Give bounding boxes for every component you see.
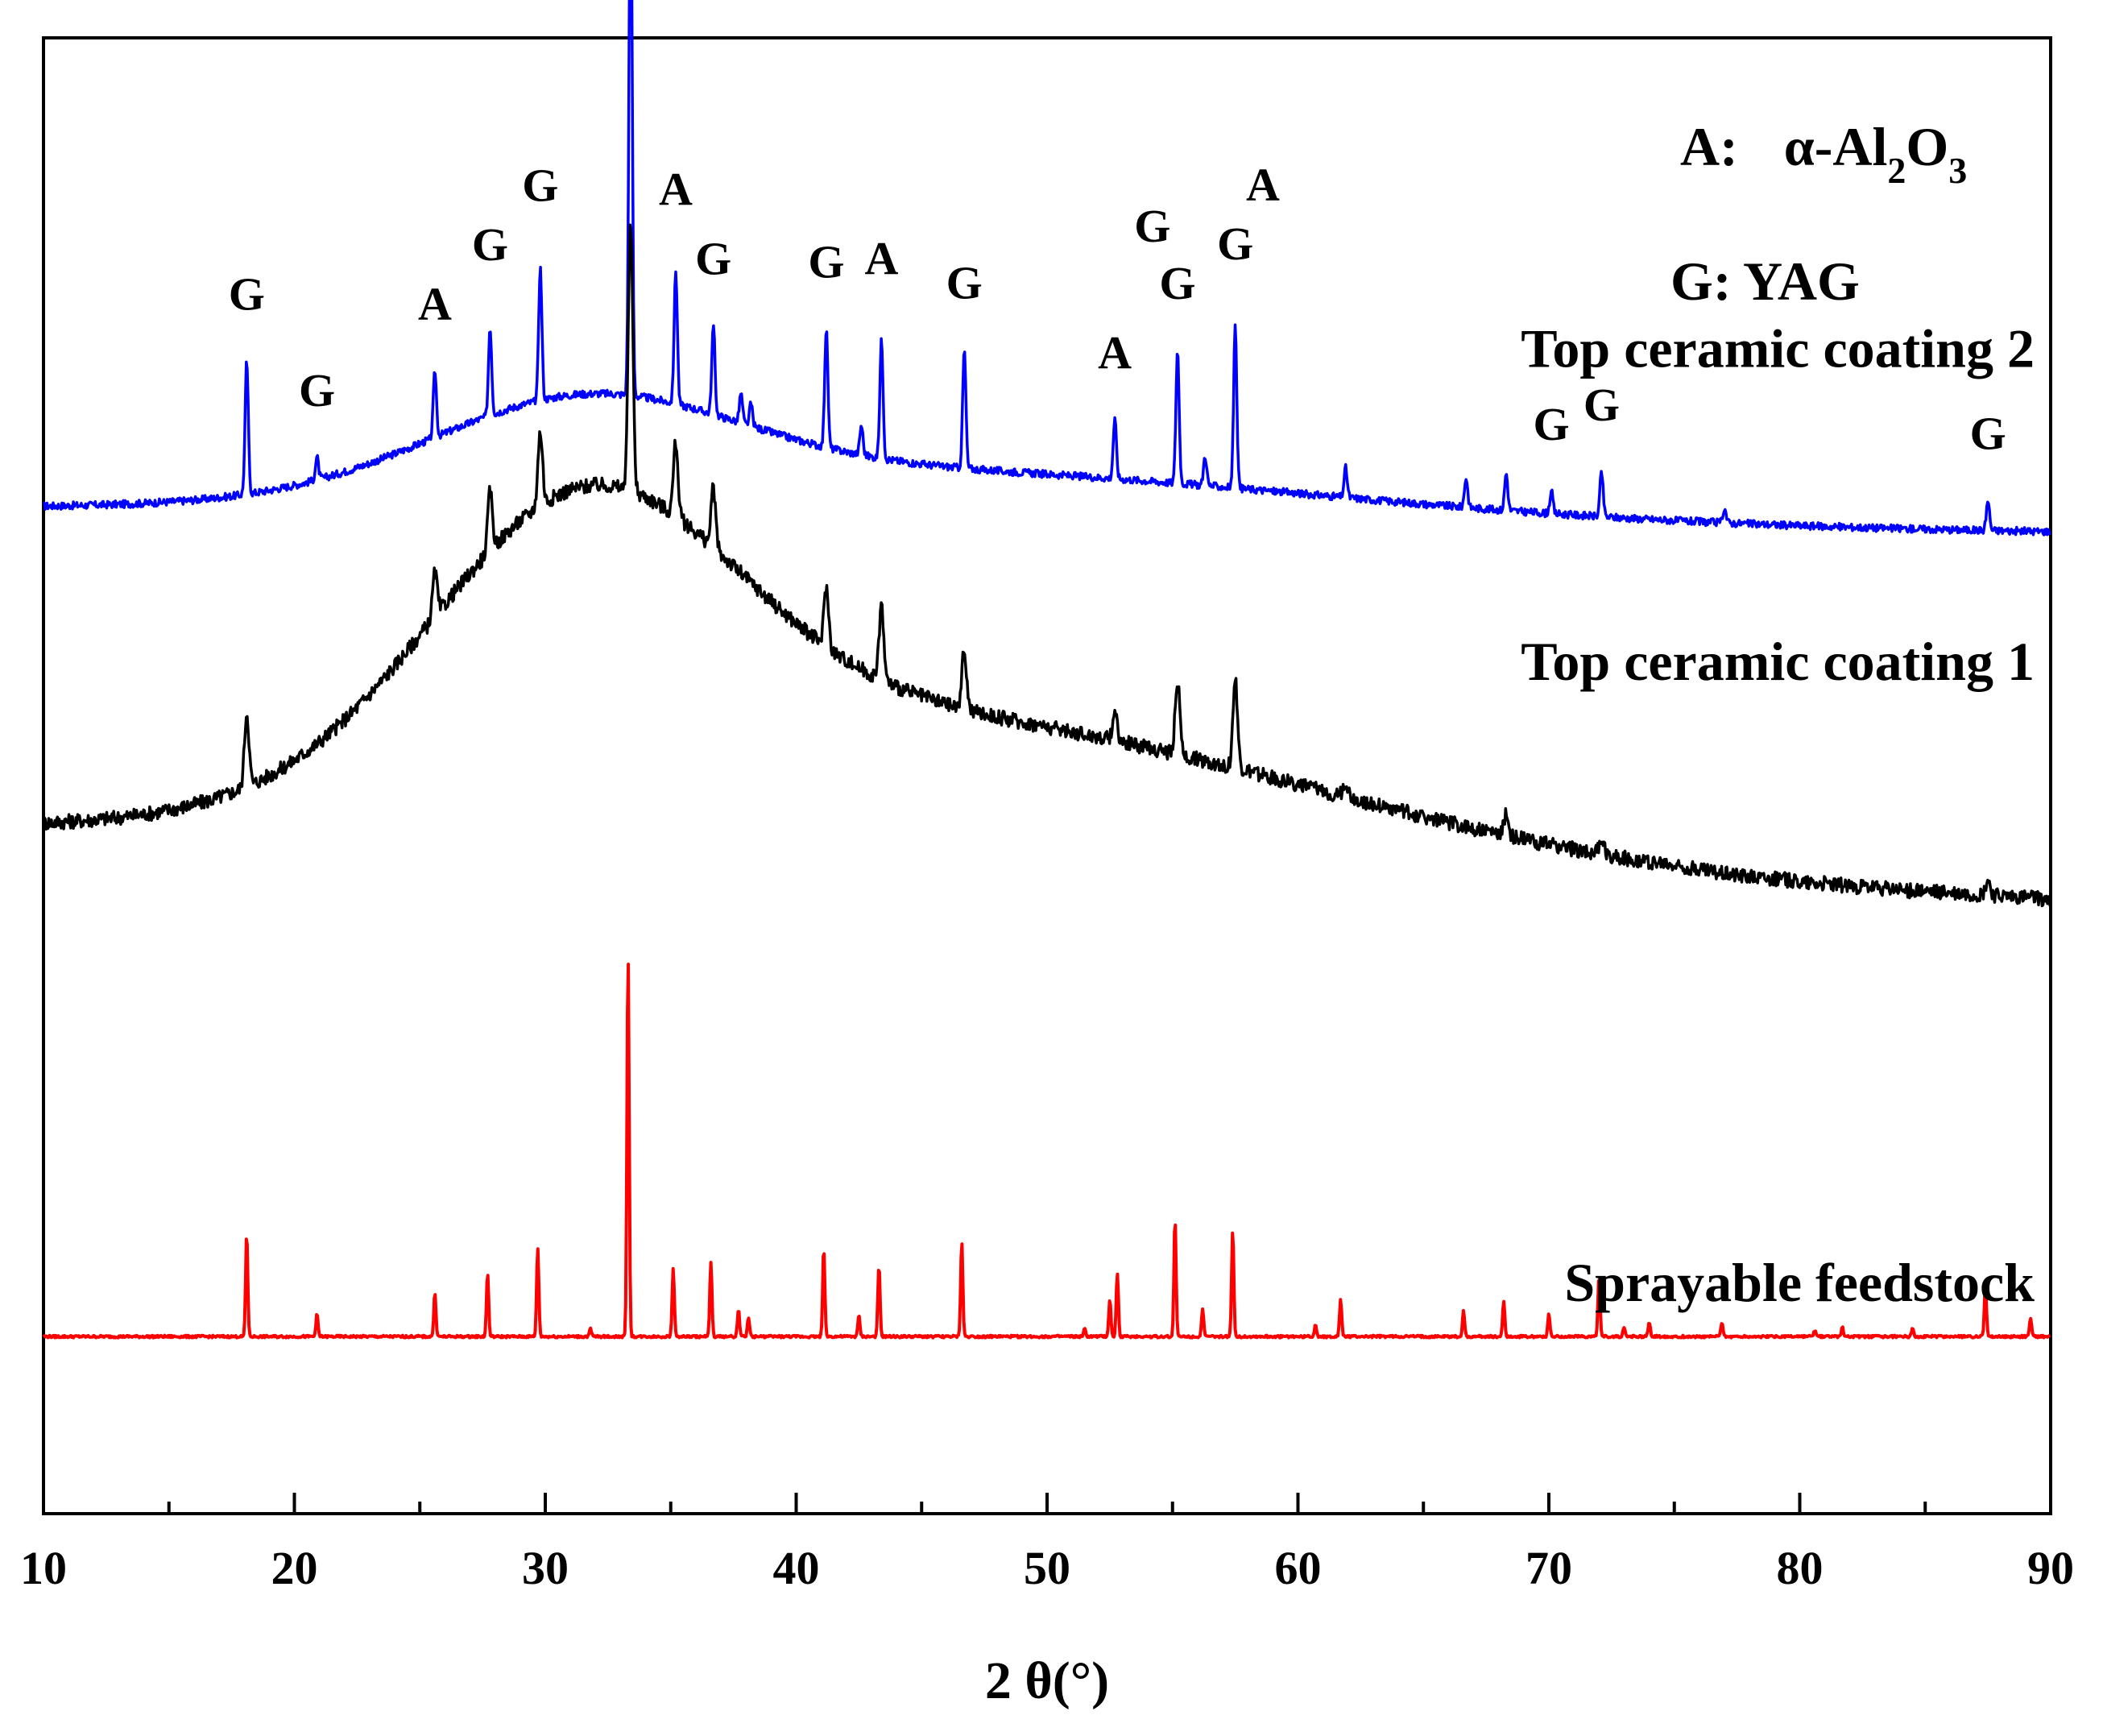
series-label-1: Top ceramic coating 2 — [1521, 318, 2035, 379]
peak-label-G-7: G — [695, 232, 731, 284]
peak-label-A-12: A — [864, 232, 898, 284]
peak-label-extra-1: A — [1246, 159, 1280, 211]
series-label-layer: Top ceramic coating 2 Top ceramic coating… — [1521, 318, 2035, 1314]
peak-label-extra-0: G — [1134, 200, 1170, 252]
peak-label-G-24: G — [1970, 408, 2006, 460]
peak-label-G-13: G — [946, 257, 983, 309]
legend-alumina-key: A: — [1680, 116, 1738, 177]
x-tick-label-50: 50 — [1024, 1542, 1070, 1594]
peak-label-G-17: G — [1217, 218, 1253, 270]
x-tick-label-60: 60 — [1275, 1542, 1322, 1594]
legend-alumina-formula-o: O — [1906, 116, 1948, 177]
x-tick-label-80: 80 — [1777, 1542, 1824, 1594]
legend-alumina-sub2: 3 — [1948, 150, 1967, 191]
series-line-3 — [42, 963, 2051, 1340]
x-axis: 10 20 30 40 50 60 70 80 90 — [20, 1493, 2074, 1594]
peak-label-G-21: G — [1534, 398, 1570, 450]
peak-label-layer: GGAGGGAGGAGAGGGGGGA — [229, 159, 2006, 460]
peak-label-G-0: G — [229, 267, 265, 320]
peak-label-G-4: G — [522, 160, 558, 212]
x-tick-label-90: 90 — [2027, 1542, 2074, 1594]
series-layer — [42, 0, 2051, 1340]
series-label-2: Top ceramic coating 1 — [1521, 631, 2035, 692]
peak-label-G-15: G — [1159, 257, 1195, 309]
x-tick-label-70: 70 — [1526, 1542, 1572, 1594]
peak-label-G-1: G — [299, 364, 335, 416]
series-line-1 — [43, 0, 2051, 537]
x-tick-label-10: 10 — [20, 1542, 67, 1594]
legend-yag: G: YAG — [1670, 251, 1860, 312]
peak-label-G-10: G — [808, 236, 844, 288]
peak-label-G-22: G — [1583, 379, 1620, 431]
peak-label-A-6: A — [659, 163, 693, 215]
x-tick-label-40: 40 — [773, 1542, 820, 1594]
x-tick-label-20: 20 — [271, 1542, 318, 1594]
x-axis-title: 2 θ(°) — [985, 1651, 1109, 1710]
peak-label-G-3: G — [472, 218, 508, 271]
series-label-3: Sprayable feedstock — [1564, 1252, 2035, 1313]
x-tick-label-30: 30 — [522, 1542, 569, 1594]
legend-alumina-greek: α — [1784, 116, 1815, 177]
legend-alumina-sub1: 2 — [1887, 150, 1906, 191]
series-line-2 — [42, 223, 2051, 908]
phase-legend: A: α-Al2O3 G: YAG — [1670, 116, 1967, 312]
peak-label-A-2: A — [418, 277, 452, 329]
peak-label-A-14: A — [1098, 326, 1132, 379]
legend-alumina-formula: -Al — [1815, 116, 1888, 177]
legend-alumina: A: α-Al2O3 — [1680, 116, 1967, 191]
